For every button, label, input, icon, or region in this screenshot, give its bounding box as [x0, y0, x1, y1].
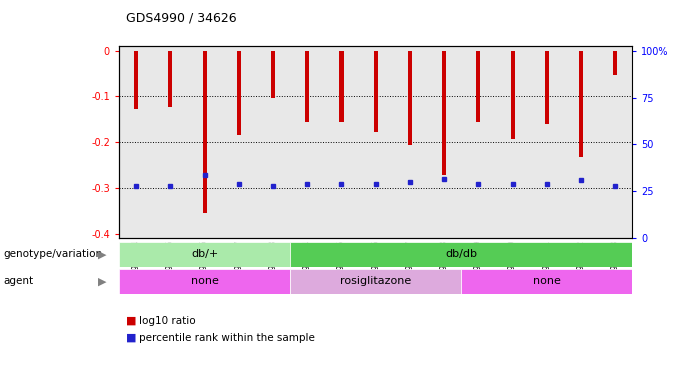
Bar	[290, 46, 324, 238]
Bar	[119, 269, 290, 294]
Bar	[271, 51, 275, 98]
Bar	[476, 51, 481, 122]
Bar	[393, 46, 427, 238]
Text: genotype/variation: genotype/variation	[3, 249, 103, 260]
Text: rosiglitazone: rosiglitazone	[340, 276, 411, 286]
Bar	[324, 46, 358, 238]
Bar	[427, 46, 461, 238]
Bar	[290, 269, 461, 294]
Text: log10 ratio: log10 ratio	[139, 316, 196, 326]
Text: ■: ■	[126, 333, 136, 343]
Bar	[442, 51, 446, 175]
Text: ▶: ▶	[98, 276, 106, 286]
Text: db/db: db/db	[445, 249, 477, 260]
Bar	[461, 46, 496, 238]
Bar	[511, 51, 515, 139]
Bar	[256, 46, 290, 238]
Text: db/+: db/+	[191, 249, 218, 260]
Bar	[134, 51, 138, 109]
Bar	[305, 51, 309, 121]
Text: ■: ■	[126, 316, 136, 326]
Bar	[153, 46, 188, 238]
Bar	[168, 51, 173, 107]
Bar	[290, 242, 632, 267]
Bar	[564, 46, 598, 238]
Bar	[545, 51, 549, 124]
Bar	[119, 46, 153, 238]
Bar	[339, 51, 343, 121]
Bar	[496, 46, 530, 238]
Bar	[203, 51, 207, 213]
Bar	[358, 46, 393, 238]
Bar	[119, 242, 290, 267]
Text: none: none	[190, 276, 218, 286]
Bar	[579, 51, 583, 157]
Bar	[598, 46, 632, 238]
Bar	[222, 46, 256, 238]
Text: percentile rank within the sample: percentile rank within the sample	[139, 333, 316, 343]
Bar	[373, 51, 378, 132]
Bar	[188, 46, 222, 238]
Text: GDS4990 / 34626: GDS4990 / 34626	[126, 12, 237, 25]
Text: none: none	[533, 276, 561, 286]
Text: agent: agent	[3, 276, 33, 286]
Bar	[613, 51, 617, 75]
Text: ▶: ▶	[98, 249, 106, 260]
Bar	[530, 46, 564, 238]
Bar	[461, 269, 632, 294]
Bar	[408, 51, 412, 145]
Bar	[237, 51, 241, 135]
